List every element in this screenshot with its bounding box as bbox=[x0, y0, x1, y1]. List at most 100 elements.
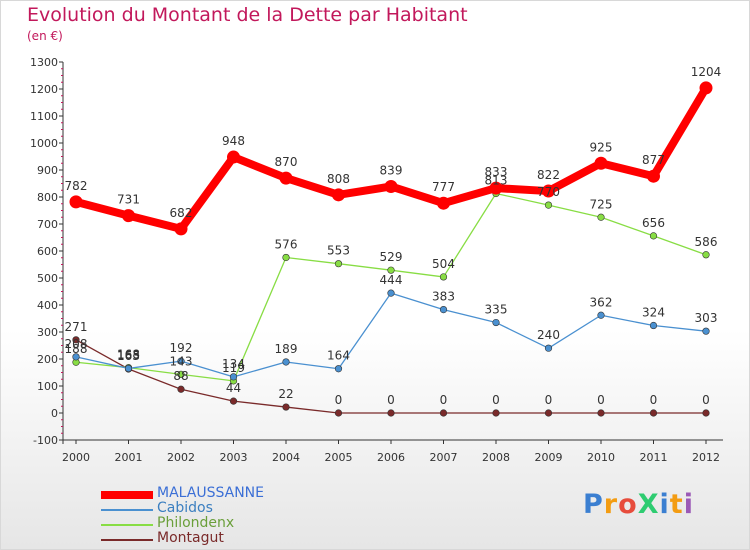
y-tick-label: 1000 bbox=[30, 137, 58, 150]
data-point bbox=[334, 409, 343, 417]
data-point bbox=[122, 209, 135, 223]
data-point bbox=[229, 373, 238, 381]
legend-swatch bbox=[101, 539, 153, 541]
data-point bbox=[702, 409, 710, 417]
data-point bbox=[177, 370, 185, 378]
data-label: 22 bbox=[278, 387, 293, 401]
data-label: 192 bbox=[170, 341, 193, 355]
data-label: 808 bbox=[327, 172, 350, 186]
data-label: 813 bbox=[485, 173, 508, 187]
data-point bbox=[282, 358, 290, 366]
data-label: 504 bbox=[432, 257, 455, 271]
data-label: 208 bbox=[65, 337, 88, 351]
data-label: 44 bbox=[226, 381, 241, 395]
series-layer bbox=[69, 81, 713, 417]
data-label: 0 bbox=[492, 393, 500, 407]
y-tick-label: 600 bbox=[37, 245, 58, 258]
y-tick-label: 700 bbox=[37, 218, 58, 231]
x-tick-label: 2006 bbox=[377, 451, 405, 464]
data-label: 383 bbox=[432, 290, 455, 304]
data-label: 0 bbox=[335, 393, 343, 407]
logo-letter: t bbox=[669, 489, 684, 520]
legend-label: Cabidos bbox=[157, 500, 213, 516]
data-label: 822 bbox=[537, 168, 560, 182]
data-point bbox=[177, 385, 185, 393]
x-tick-label: 2001 bbox=[115, 451, 143, 464]
data-label: 553 bbox=[327, 244, 350, 258]
data-label: 168 bbox=[117, 348, 140, 362]
data-point bbox=[439, 273, 448, 281]
y-tick-label: 1200 bbox=[30, 83, 58, 96]
chart-title: Evolution du Montant de la Dette par Hab… bbox=[27, 4, 468, 26]
x-tick-label: 2004 bbox=[272, 451, 300, 464]
x-tick-label: 2000 bbox=[62, 451, 90, 464]
data-label: 335 bbox=[485, 303, 508, 317]
data-point bbox=[702, 251, 710, 259]
data-point bbox=[649, 232, 658, 240]
data-point bbox=[332, 188, 345, 202]
data-point bbox=[702, 327, 710, 335]
data-label: 725 bbox=[590, 197, 613, 211]
chart-subtitle: (en €) bbox=[27, 29, 63, 43]
data-label: 164 bbox=[327, 349, 350, 363]
logo-letter: o bbox=[618, 489, 638, 520]
data-label: 948 bbox=[222, 134, 245, 148]
data-label: 165 bbox=[117, 348, 140, 362]
logo-letter: i bbox=[683, 489, 694, 520]
x-tick-label: 2005 bbox=[325, 451, 353, 464]
data-point bbox=[227, 150, 240, 164]
data-point bbox=[177, 357, 185, 365]
data-label: 240 bbox=[537, 328, 560, 342]
data-label: 576 bbox=[275, 237, 298, 251]
data-label: 88 bbox=[173, 369, 188, 383]
data-point bbox=[544, 201, 553, 209]
data-point bbox=[387, 266, 395, 274]
proxiti-logo: ProXiti bbox=[583, 489, 694, 520]
data-point bbox=[334, 365, 343, 373]
data-point bbox=[282, 403, 290, 411]
data-point bbox=[597, 311, 605, 319]
data-label: 682 bbox=[170, 206, 193, 220]
data-label: 656 bbox=[642, 216, 665, 230]
y-tick-label: 200 bbox=[37, 353, 58, 366]
data-point bbox=[124, 364, 133, 373]
data-point bbox=[387, 409, 395, 417]
data-point bbox=[387, 289, 395, 297]
x-tick-label: 2003 bbox=[220, 451, 248, 464]
data-point bbox=[69, 195, 83, 209]
data-point bbox=[279, 171, 293, 185]
data-point bbox=[174, 222, 188, 236]
data-point bbox=[492, 409, 500, 417]
legend-label: MALAUSSANNE bbox=[157, 485, 265, 501]
data-label: 189 bbox=[275, 342, 298, 356]
logo-letter: i bbox=[659, 489, 670, 520]
data-label: 529 bbox=[380, 250, 403, 264]
x-tick-label: 2008 bbox=[482, 451, 510, 464]
data-label: 839 bbox=[380, 163, 403, 177]
data-label: 777 bbox=[432, 180, 455, 194]
y-tick-label: -100 bbox=[33, 434, 58, 447]
y-tick-label: 100 bbox=[37, 380, 58, 393]
data-label: 782 bbox=[65, 179, 88, 193]
data-label: 119 bbox=[222, 361, 245, 375]
data-point bbox=[229, 397, 238, 405]
data-label: 188 bbox=[65, 342, 88, 356]
data-point bbox=[72, 353, 80, 361]
data-point bbox=[439, 409, 448, 417]
data-point bbox=[594, 156, 608, 170]
data-point bbox=[334, 260, 343, 268]
data-point bbox=[597, 213, 605, 221]
data-point bbox=[647, 169, 660, 183]
legend-swatch bbox=[101, 524, 153, 526]
data-point bbox=[492, 318, 500, 327]
data-label: 0 bbox=[440, 393, 448, 407]
data-label: 833 bbox=[485, 165, 508, 179]
x-tick-label: 2002 bbox=[167, 451, 195, 464]
data-point bbox=[439, 305, 448, 314]
logo-letter: r bbox=[603, 489, 619, 520]
y-tick-label: 1300 bbox=[30, 56, 58, 69]
x-tick-label: 2012 bbox=[692, 451, 720, 464]
data-label: 134 bbox=[222, 357, 245, 371]
data-label: 0 bbox=[650, 393, 658, 407]
x-tick-label: 2009 bbox=[535, 451, 563, 464]
